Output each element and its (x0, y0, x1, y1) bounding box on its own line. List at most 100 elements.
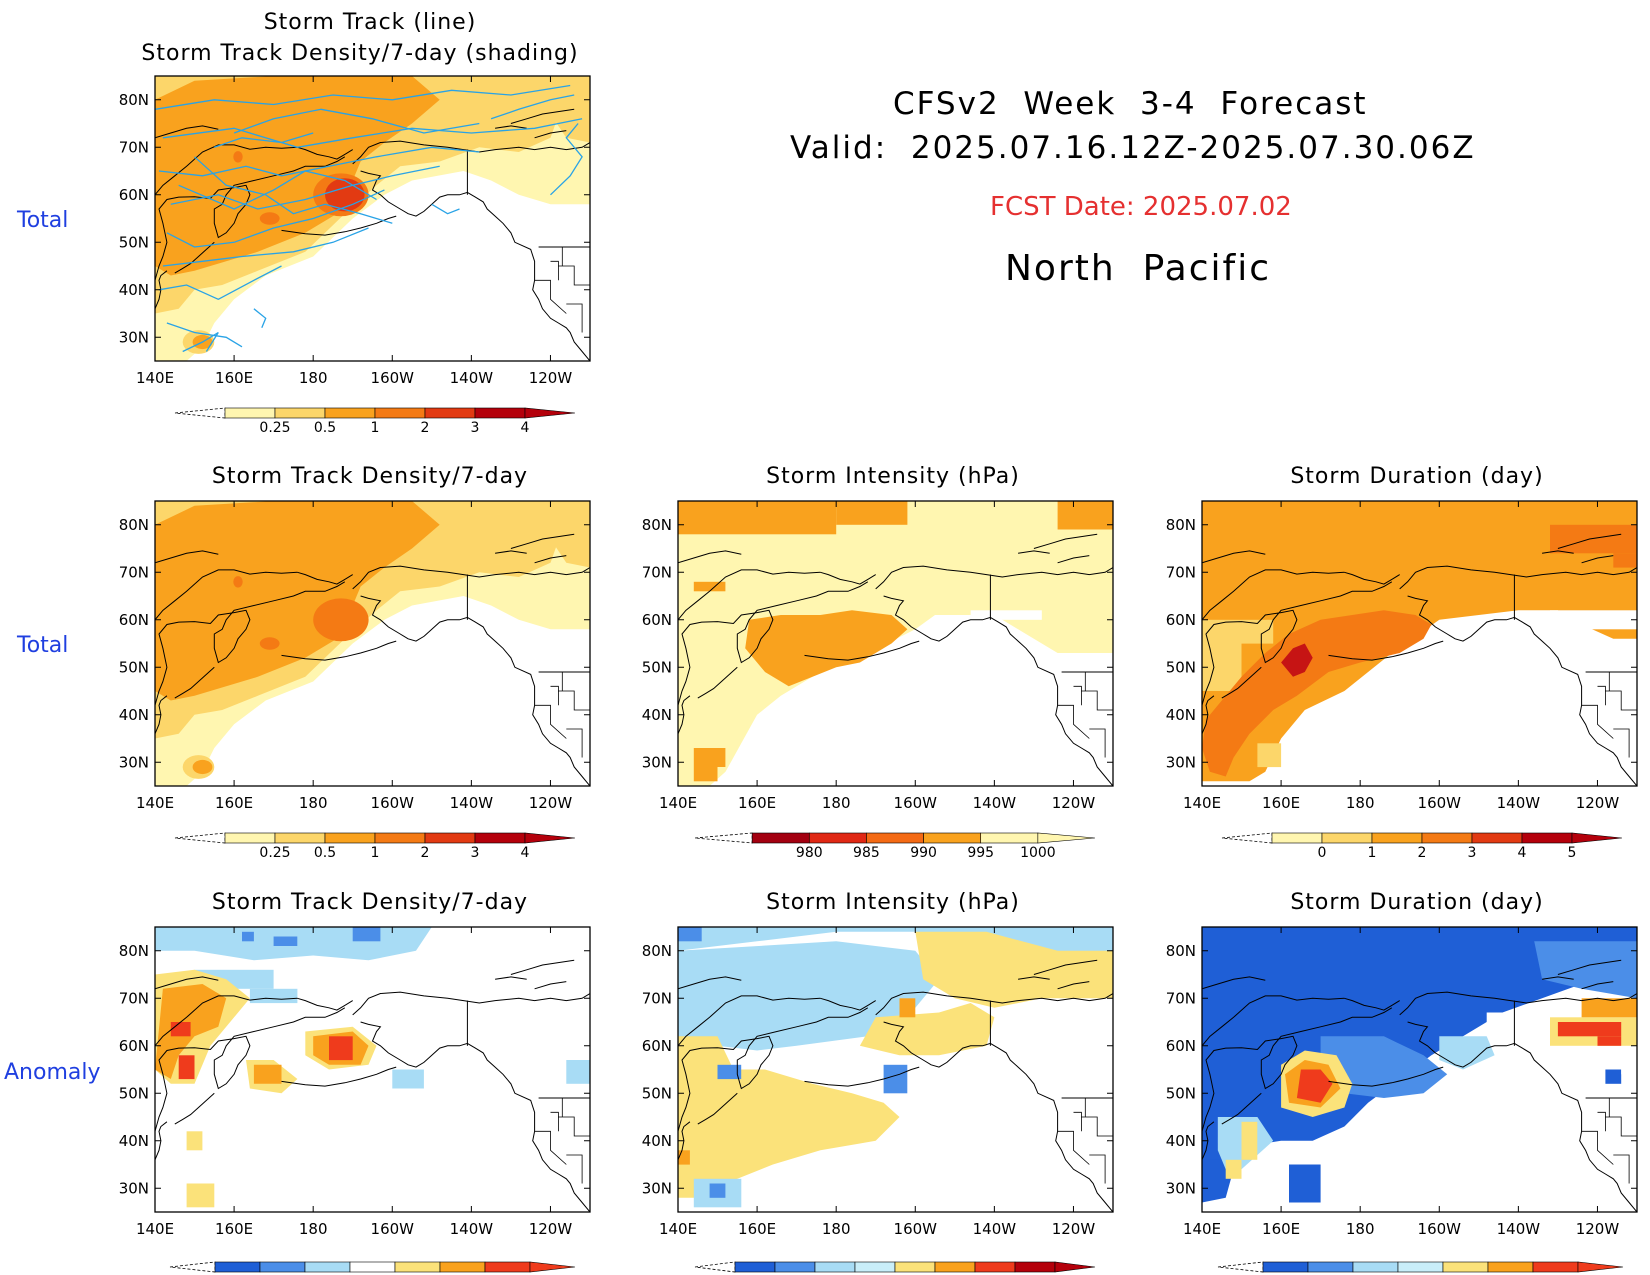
y-tick-label: 80N (119, 942, 149, 960)
x-tick-label: 120W (529, 794, 573, 812)
x-tick-label: 160W (1418, 1220, 1462, 1238)
coastline (297, 571, 353, 585)
colorbar-cell (980, 832, 1039, 844)
colorbar-cell (866, 832, 924, 844)
x-tick-label: 160E (738, 794, 776, 812)
colorbar-cell (214, 1261, 261, 1273)
coastline (155, 581, 346, 706)
storm-track-line (162, 227, 369, 267)
panel-frame (154, 926, 591, 1213)
colorbar-label: 1 (1368, 845, 1377, 861)
colorbar-cell (734, 1261, 776, 1273)
dur-anom-neg-0.4 (1202, 927, 1637, 1203)
colorbar-cell (474, 832, 526, 844)
arctic-island (155, 550, 219, 564)
coastline (155, 1007, 346, 1132)
x-tick-label: 180 (1346, 1220, 1375, 1238)
anom-pos-0.3 (186, 1131, 203, 1151)
density-0.5-ne (534, 501, 590, 568)
anom-neg-0.6 (352, 927, 381, 942)
x-tick-label: 140E (659, 794, 697, 812)
duration-1 (1257, 743, 1282, 768)
y-tick-label: 80N (642, 942, 672, 960)
dur-anom-pos-0.4 (1597, 1036, 1622, 1046)
y-tick-label: 40N (642, 706, 672, 724)
x-tick-label: 160E (1262, 1220, 1300, 1238)
dur-anom-neg-0.4 (1289, 1164, 1321, 1203)
colorbar-cell (1521, 832, 1573, 844)
colorbar-label: 0.25 (259, 845, 290, 861)
density-2-peak (313, 598, 369, 642)
arctic-island (1557, 533, 1622, 549)
y-tick-label: 80N (1166, 516, 1196, 534)
int-anom-none (1033, 1031, 1098, 1046)
panel-title-anom-density: Storm Track Density/7-day (211, 890, 529, 915)
density-2-small (259, 212, 280, 225)
state-line (534, 1130, 567, 1165)
y-tick-label: 30N (642, 753, 672, 771)
colorbar: 980 985 990 995 1000 (694, 832, 1096, 861)
state-line (1613, 1154, 1630, 1184)
coastline (1407, 1021, 1637, 1212)
anom-pos-0.9 (329, 1036, 353, 1061)
coastline (678, 569, 821, 621)
storm-track-line (158, 265, 282, 301)
arctic-island (1542, 550, 1574, 554)
arctic-island (510, 533, 575, 549)
colorbar-cell (374, 832, 426, 844)
coastline (820, 997, 876, 1011)
panel-frame (677, 926, 1114, 1213)
colorbar-label: 0 (1318, 845, 1327, 861)
colorbar-label: 1 (371, 845, 380, 861)
intensity-995 (693, 581, 726, 592)
y-tick-label: 70N (1166, 989, 1196, 1007)
x-tick-label: 120W (1052, 794, 1096, 812)
x-tick-label: 160W (371, 1220, 415, 1238)
coastline (1407, 595, 1637, 786)
y-tick-label: 70N (119, 138, 149, 156)
state-line (1605, 1116, 1637, 1137)
state-line (1081, 1116, 1113, 1137)
aleutian-islands (281, 1066, 397, 1087)
x-tick-label: 160W (1418, 794, 1462, 812)
map-total-density (155, 501, 590, 786)
map-background (155, 927, 590, 1212)
arctic-island (534, 981, 567, 990)
arctic-island (1033, 959, 1098, 975)
map-top-total-track (155, 76, 590, 361)
dur-anom-neg-0.2 (1320, 1036, 1448, 1098)
coastline (155, 569, 298, 621)
x-tick-label: 160E (215, 369, 253, 387)
anom-neg-0.3 (566, 1060, 590, 1084)
panel-title-total-duration: Storm Duration (day) (1290, 464, 1544, 489)
density-1-south (192, 759, 213, 775)
intensity-995 (1057, 501, 1113, 530)
colorbar-cell (274, 407, 326, 419)
x-tick-label: 160E (1262, 794, 1300, 812)
state-line (1597, 685, 1606, 706)
intensity-995 (693, 767, 718, 782)
arctic-island (534, 555, 567, 564)
anom-pos-0.9 (170, 1022, 191, 1037)
dur-anom-pos-0.1 (1225, 1159, 1242, 1179)
duration-1 (1202, 643, 1242, 691)
aleutian-islands (804, 1066, 920, 1087)
storm-track-line (550, 123, 583, 196)
x-tick-label: 120W (1052, 1220, 1096, 1238)
colorbar: -0.4-0.200.20.4 (1217, 1261, 1624, 1275)
coastline (297, 997, 353, 1011)
aleutian-islands (281, 640, 397, 661)
int-anom-pos-4 (678, 1150, 690, 1165)
coastline (875, 565, 1113, 590)
dur-anom-pos-0.1 (1241, 1121, 1258, 1160)
colorbar-label: 990 (910, 845, 937, 861)
colorbar-cell (1397, 1261, 1444, 1273)
colorbar-cell (774, 1261, 816, 1273)
panel-title-top-1: Storm Track (line) (263, 10, 477, 35)
colorbar-label: 3 (1468, 845, 1477, 861)
anom-neg-0.3 (249, 988, 298, 1004)
coastline (883, 595, 1113, 786)
int-anom-neg-4 (883, 1064, 908, 1094)
y-tick-label: 60N (1166, 1037, 1196, 1055)
